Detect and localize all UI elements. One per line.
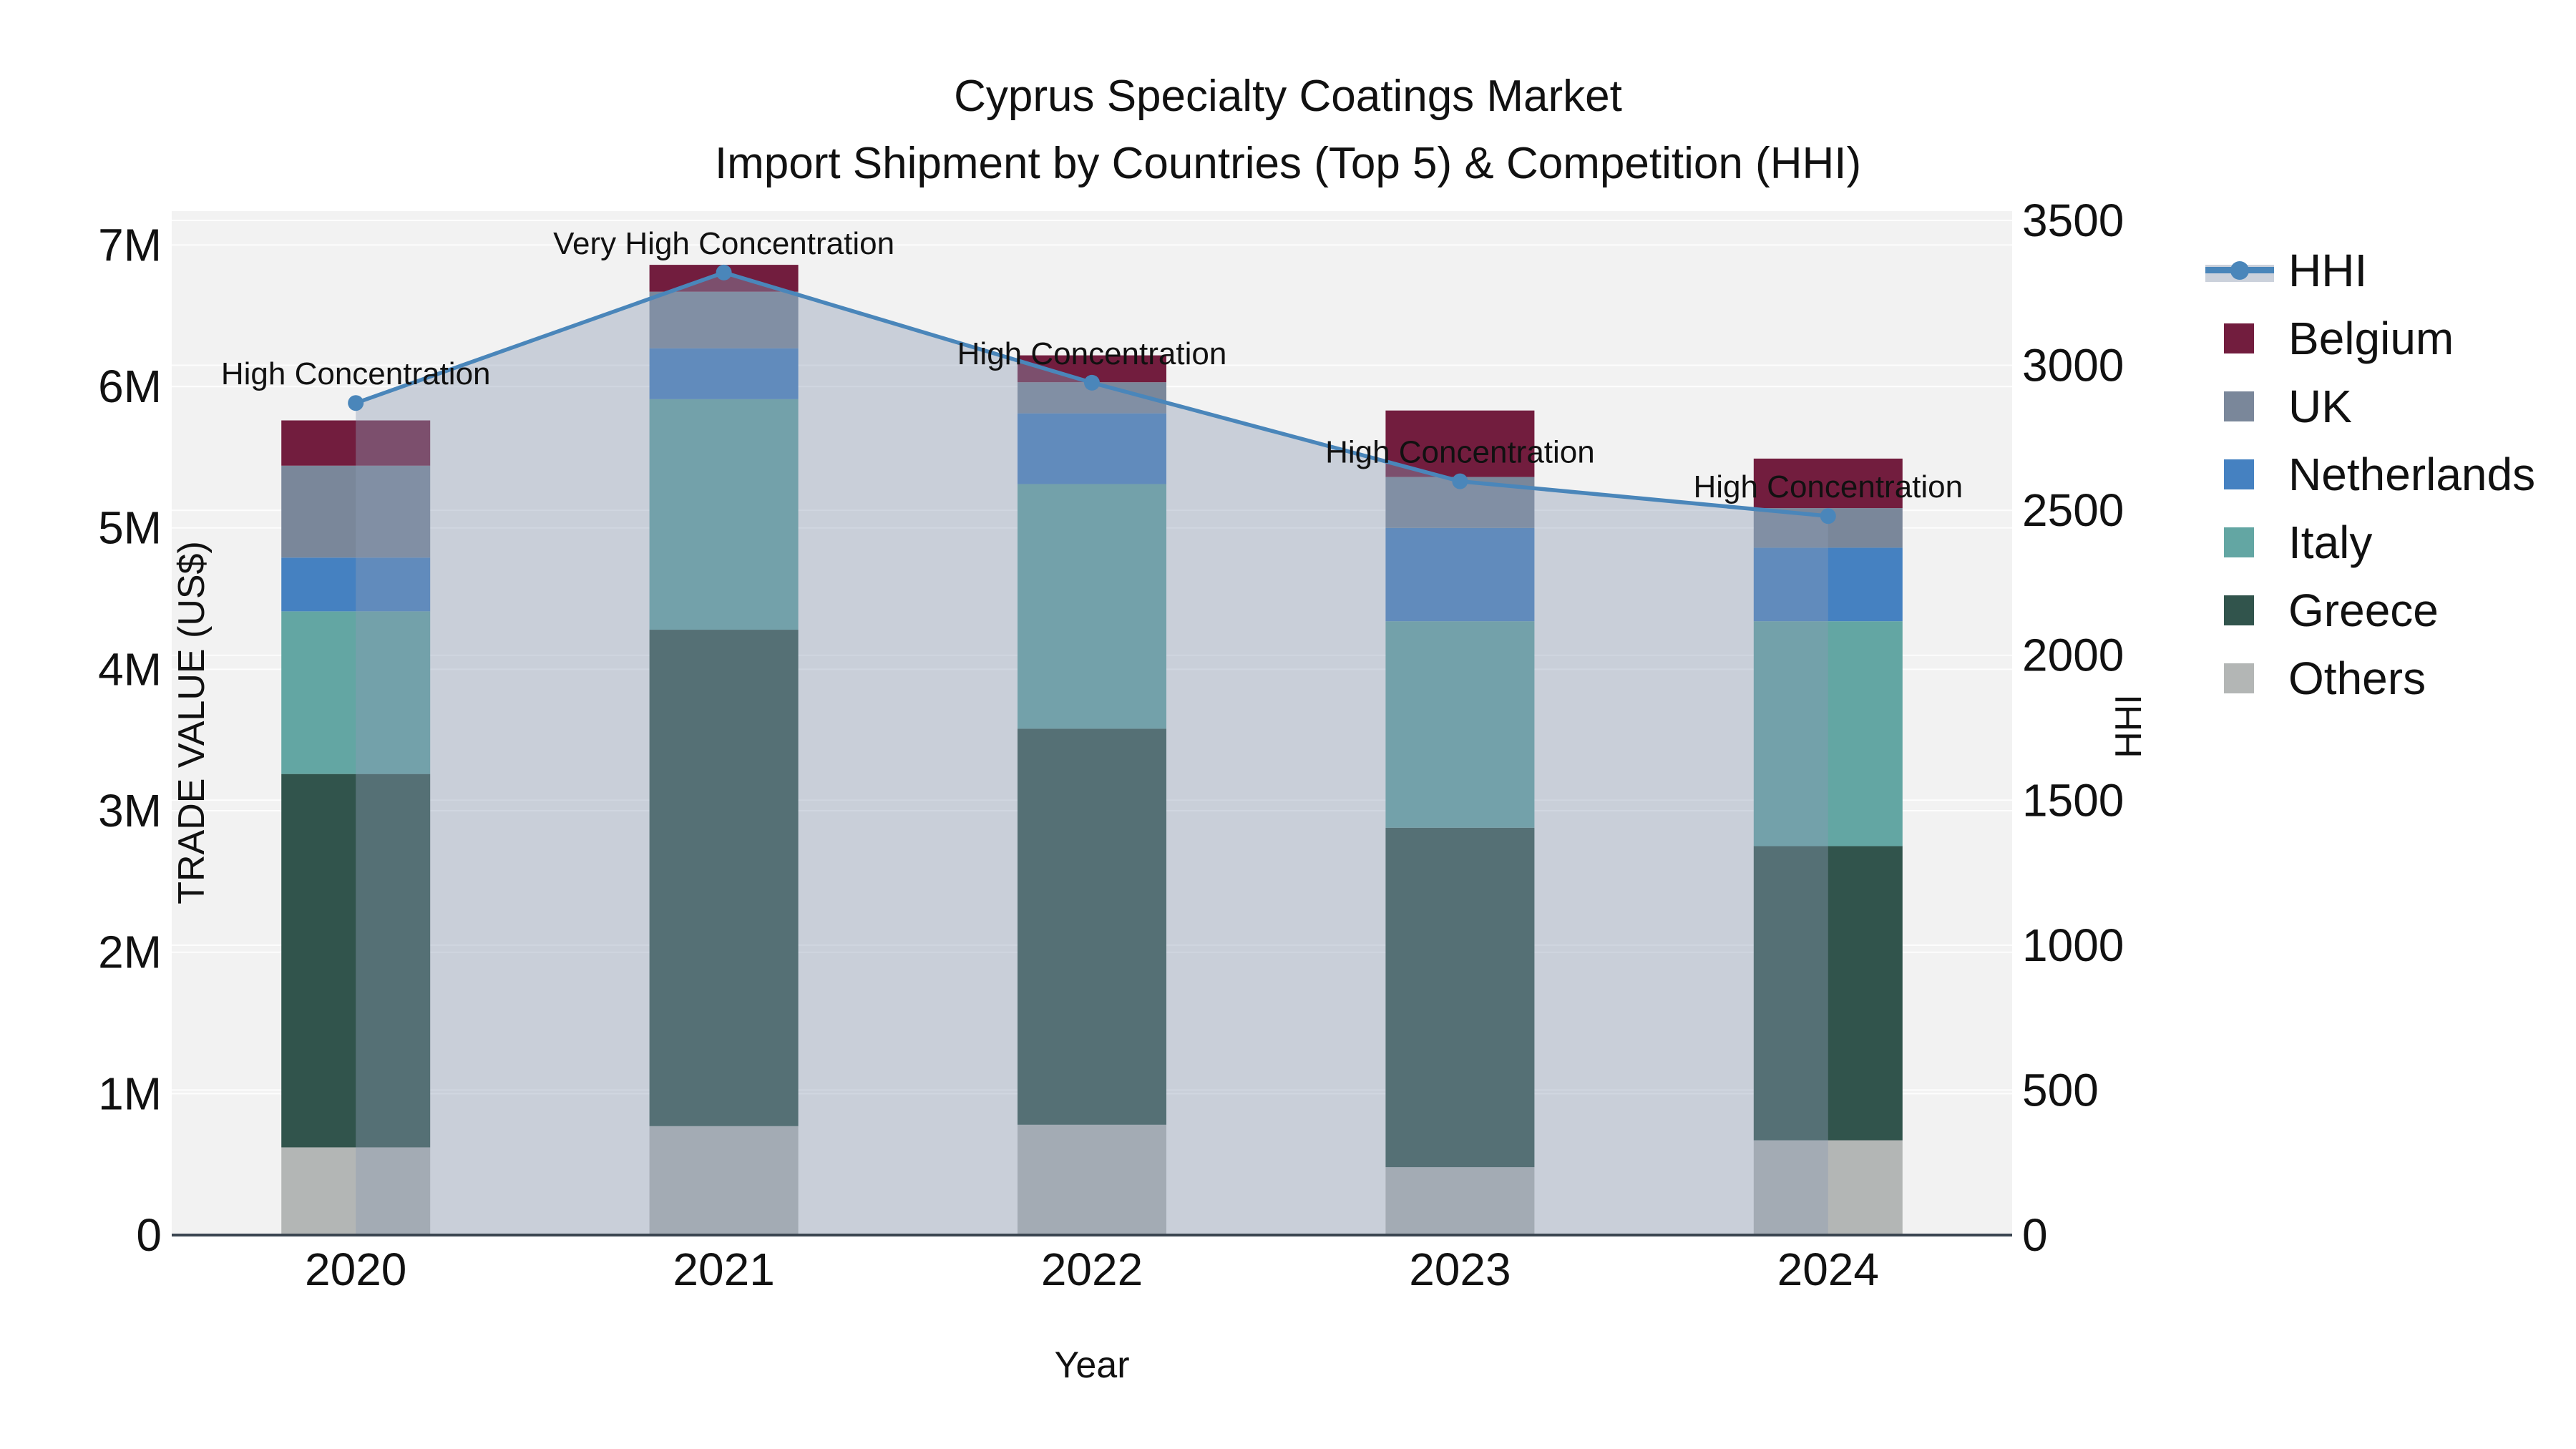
right-tick-label: 500 [2022, 1064, 2099, 1116]
left-tick-label: 2M [98, 927, 162, 978]
left-tick-label: 0 [136, 1209, 162, 1261]
bar-segment-italy-2022 [1018, 484, 1166, 729]
x-tick-label: 2021 [673, 1244, 774, 1295]
legend-item-uk[interactable]: UK [2205, 372, 2535, 440]
legend-item-greece[interactable]: Greece [2205, 576, 2535, 644]
chart-title: Cyprus Specialty Coatings Market Import … [0, 63, 2576, 197]
chart-title-line2: Import Shipment by Countries (Top 5) & C… [714, 139, 1862, 188]
x-tick-label: 2023 [1409, 1244, 1511, 1295]
legend-label: HHI [2288, 244, 2368, 296]
bar-segment-others-2023 [1385, 1167, 1535, 1235]
annotation-2023: High Concentration [1325, 435, 1595, 470]
legend-label: Greece [2288, 584, 2439, 636]
hhi-marker-2023 [1452, 473, 1468, 489]
bar-segment-netherlands-2021 [649, 348, 799, 399]
bar-segment-netherlands-2022 [1018, 413, 1166, 484]
right-tick-label: 1000 [2022, 919, 2124, 971]
bar-segment-others-2024 [1753, 1140, 1903, 1235]
netherlands-swatch [2224, 459, 2254, 489]
bar-segment-greece-2022 [1018, 728, 1166, 1125]
bar-segment-others-2022 [1018, 1124, 1166, 1235]
bar-segment-italy-2021 [649, 399, 799, 630]
uk-swatch [2224, 391, 2254, 421]
annotation-2024: High Concentration [1693, 469, 1963, 504]
legend-item-netherlands[interactable]: Netherlands [2205, 440, 2535, 508]
bar-segment-uk-2020 [281, 465, 431, 558]
legend-item-italy[interactable]: Italy [2205, 508, 2535, 576]
hhi-area-fill [356, 272, 1828, 1235]
left-tick-label: 6M [98, 361, 162, 412]
annotation-2021: Very High Concentration [553, 226, 894, 261]
bar-segment-greece-2020 [281, 774, 431, 1148]
right-tick-label: 3500 [2022, 195, 2124, 246]
others-swatch [2224, 663, 2254, 693]
right-axis-title: HHI [2107, 694, 2150, 758]
bar-segment-greece-2021 [649, 630, 799, 1126]
bar-segment-italy-2020 [281, 611, 431, 774]
hhi-line-legend-glyph [2205, 255, 2277, 286]
hhi-marker-swatch [2230, 260, 2249, 280]
x-axis-title: Year [1054, 1345, 1130, 1386]
legend-item-others[interactable]: Others [2205, 644, 2535, 712]
legend-label: UK [2288, 380, 2352, 432]
greece-swatch [2224, 595, 2254, 625]
bar-segment-belgium-2023 [1385, 410, 1535, 477]
bar-segment-belgium-2020 [281, 420, 431, 466]
left-tick-label: 4M [98, 643, 162, 695]
left-tick-label: 1M [98, 1068, 162, 1119]
right-tick-label: 1500 [2022, 774, 2124, 826]
bar-segment-others-2021 [649, 1126, 799, 1235]
legend: HHI Belgium UK Netherlands Italy Greece … [2205, 236, 2535, 712]
right-tick-label: 2500 [2022, 484, 2124, 536]
left-tick-label: 7M [98, 219, 162, 270]
legend-label: Italy [2288, 516, 2373, 568]
bar-segment-greece-2023 [1385, 827, 1535, 1168]
right-tick-label: 0 [2022, 1209, 2048, 1261]
x-tick-label: 2024 [1777, 1244, 1879, 1295]
bar-segment-uk-2021 [649, 291, 799, 348]
left-tick-label: 3M [98, 785, 162, 836]
legend-label: Others [2288, 652, 2426, 704]
legend-item-belgium[interactable]: Belgium [2205, 304, 2535, 372]
hhi-marker-2021 [716, 264, 732, 280]
left-axis-title: TRADE VALUE (US$) [170, 541, 213, 904]
bar-segment-netherlands-2024 [1753, 547, 1903, 622]
annotation-2022: High Concentration [957, 336, 1227, 371]
bar-segment-others-2020 [281, 1147, 431, 1235]
x-tick-label: 2022 [1041, 1244, 1143, 1295]
belgium-swatch [2224, 323, 2254, 353]
italy-swatch [2224, 527, 2254, 557]
legend-label: Netherlands [2288, 448, 2536, 500]
hhi-marker-2022 [1084, 374, 1100, 391]
chart-title-line1: Cyprus Specialty Coatings Market [954, 72, 1622, 121]
bar-segment-greece-2024 [1753, 846, 1903, 1141]
legend-label: Belgium [2288, 312, 2454, 364]
hhi-marker-2020 [348, 395, 364, 411]
bar-segment-netherlands-2020 [281, 557, 431, 612]
x-tick-label: 2020 [305, 1244, 406, 1295]
right-tick-label: 2000 [2022, 630, 2124, 681]
left-tick-label: 5M [98, 502, 162, 554]
bar-segment-italy-2024 [1753, 621, 1903, 847]
legend-item-hhi[interactable]: HHI [2205, 236, 2535, 304]
bar-segment-netherlands-2023 [1385, 527, 1535, 622]
hhi-marker-2024 [1820, 508, 1836, 525]
bar-segment-italy-2023 [1385, 621, 1535, 828]
annotation-2020: High Concentration [221, 356, 491, 391]
right-tick-label: 3000 [2022, 340, 2124, 391]
bar-segment-belgium-2024 [1753, 458, 1903, 509]
